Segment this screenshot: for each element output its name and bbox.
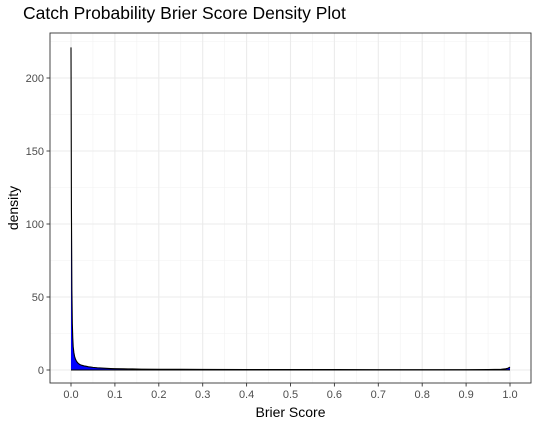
x-tick-label: 0.2	[151, 389, 166, 401]
y-tick-label: 0	[38, 365, 44, 377]
x-tick-label: 0.5	[283, 389, 298, 401]
y-tick-label: 50	[32, 292, 44, 304]
x-tick-label: 0.7	[371, 389, 386, 401]
x-tick-label: 0.4	[239, 389, 254, 401]
density-layer	[70, 47, 511, 371]
x-axis-ticks: 0.0 0.1 0.2 0.3 0.4 0.5 0.6 0.7 0.8 0.9 1.0	[63, 383, 518, 401]
y-tick-label: 100	[26, 219, 44, 231]
y-tick-label: 200	[26, 73, 44, 85]
x-tick-label: 1.0	[502, 389, 517, 401]
y-tick-label: 150	[26, 146, 44, 158]
x-tick-label: 0.0	[63, 389, 78, 401]
x-tick-label: 0.6	[327, 389, 342, 401]
y-axis-ticks: 0 50 100 150 200	[26, 73, 50, 377]
chart-title: Catch Probability Brier Score Density Pl…	[23, 3, 346, 23]
x-tick-label: 0.1	[107, 389, 122, 401]
x-tick-label: 0.3	[195, 389, 210, 401]
y-axis-title: density	[5, 186, 21, 230]
x-tick-label: 0.8	[415, 389, 430, 401]
major-gridlines	[50, 33, 531, 383]
density-line	[70, 47, 511, 371]
minor-gridlines	[50, 33, 531, 383]
x-axis-title: Brier Score	[255, 404, 325, 420]
x-tick-label: 0.9	[458, 389, 473, 401]
